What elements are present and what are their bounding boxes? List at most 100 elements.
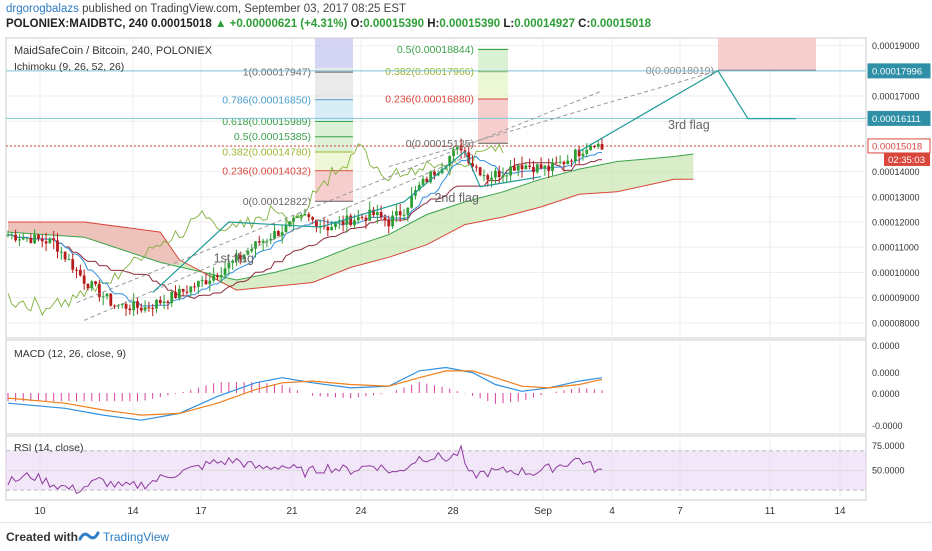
- quote-line: POLONIEX:MAIDBTC, 240 0.00015018 ▲ +0.00…: [6, 18, 651, 30]
- candle-body: [554, 162, 558, 164]
- dashed-channel-lower: [83, 153, 473, 321]
- fib-level-label: 0.236(0.00014032): [222, 165, 311, 177]
- candle-body: [284, 224, 288, 233]
- price-tag-label: 0.00015018: [872, 141, 922, 152]
- author-link[interactable]: drgorogbalazs: [6, 3, 79, 15]
- candle-body: [570, 160, 573, 162]
- candle-body: [356, 216, 360, 221]
- candle-body: [78, 269, 82, 276]
- candle-body: [105, 293, 109, 297]
- candle-body: [452, 149, 455, 157]
- candle-body: [177, 288, 181, 299]
- candle-body: [520, 165, 524, 170]
- candle-body: [433, 171, 436, 176]
- candle-body: [592, 146, 596, 148]
- low-label: L:: [503, 18, 515, 30]
- candle-body: [6, 234, 10, 236]
- annotation-1st-flag: 1st flag: [214, 251, 254, 265]
- candle-body: [90, 281, 94, 289]
- fib-zone-1-top: [315, 38, 353, 69]
- candle-body: [341, 220, 345, 225]
- candle-body: [18, 239, 21, 241]
- fib-level-label: 0.5(0.00015385): [234, 131, 311, 143]
- candle-body: [532, 166, 535, 173]
- y-tick-label: 0.00010000: [872, 268, 920, 278]
- candle-body: [67, 259, 71, 261]
- candle-body: [524, 165, 528, 170]
- candle-body: [353, 220, 356, 226]
- candle-body: [516, 165, 520, 171]
- candle-body: [269, 238, 273, 241]
- macd-line: [7, 366, 603, 421]
- candle-body: [315, 219, 318, 228]
- x-tick-label: 21: [286, 506, 298, 517]
- candle-body: [471, 163, 474, 167]
- candle-body: [273, 231, 276, 239]
- candle-body: [166, 301, 170, 304]
- candle-body: [387, 220, 391, 227]
- candle-body: [120, 303, 124, 305]
- candle-body: [113, 305, 117, 307]
- fib-zone-1-382: [315, 151, 353, 172]
- candle-body: [147, 307, 151, 309]
- candle-body: [82, 275, 86, 284]
- candle-body: [394, 211, 398, 216]
- candle-body: [189, 286, 193, 293]
- main-panel: [5, 37, 867, 339]
- candle-body: [566, 160, 570, 165]
- candle-body: [402, 214, 406, 216]
- price-tag-label: 0.00017996: [872, 66, 922, 77]
- candle-body: [231, 260, 235, 263]
- candle-body: [509, 166, 513, 176]
- flag-pole-line: [152, 150, 466, 294]
- tradingview-logo-icon: [78, 531, 100, 541]
- fib-level-label: 0.382(0.00014780): [222, 146, 311, 158]
- candle-body: [97, 284, 101, 297]
- annotation-3rd-flag: 3rd flag: [668, 118, 710, 132]
- candle-body: [417, 184, 421, 191]
- candle-body: [375, 212, 379, 215]
- macd-panel-title: MACD (12, 26, close, 9): [14, 348, 126, 360]
- candle-body: [254, 241, 257, 249]
- candle-body: [162, 301, 166, 304]
- macd-y-tick: 0.0000: [872, 368, 900, 378]
- price-tag-label: 0.00016111: [872, 114, 921, 125]
- candle-body: [577, 149, 581, 157]
- fib-level-label: 0(0.00015125): [406, 138, 474, 150]
- candle-body: [589, 146, 592, 150]
- candle-body: [227, 262, 231, 269]
- candle-body: [280, 232, 284, 236]
- candle-body: [345, 215, 349, 225]
- candle-body: [235, 254, 238, 261]
- publish-info: published on TradingView.com, September …: [82, 3, 407, 15]
- ichimoku-legend: Ichimoku (9, 26, 52, 26): [14, 61, 124, 73]
- close-label: C:: [578, 18, 591, 30]
- candle-body: [410, 195, 414, 208]
- x-tick-label: 10: [34, 506, 46, 517]
- candle-body: [528, 165, 532, 167]
- senkou-span-a: [7, 153, 694, 281]
- candle-body: [585, 149, 589, 154]
- fib-zone-2-mid: [478, 73, 508, 99]
- candle-body: [292, 217, 295, 222]
- y-tick-label: 0.00019000: [872, 41, 920, 51]
- candle-body: [535, 164, 539, 173]
- candle-body: [596, 144, 600, 147]
- candle-body: [63, 251, 67, 260]
- candle-body: [486, 175, 490, 180]
- candle-body: [143, 307, 147, 311]
- candle-body: [71, 259, 75, 270]
- candle-body: [497, 170, 501, 177]
- candle-body: [40, 238, 44, 242]
- y-tick-label: 0.00017000: [872, 91, 920, 101]
- price-tag: [867, 63, 931, 79]
- candle-body: [174, 291, 177, 299]
- tradingview-link[interactable]: TradingView: [103, 530, 170, 544]
- fib-zone-3: [718, 38, 816, 71]
- candle-body: [482, 175, 486, 177]
- x-tick-label: 17: [195, 506, 207, 517]
- candle-body: [288, 221, 292, 225]
- x-tick-label: 14: [127, 506, 139, 517]
- candle-body: [543, 165, 547, 169]
- chart-canvas[interactable]: 101417212428Sep4711140.000190000.0001800…: [0, 0, 932, 522]
